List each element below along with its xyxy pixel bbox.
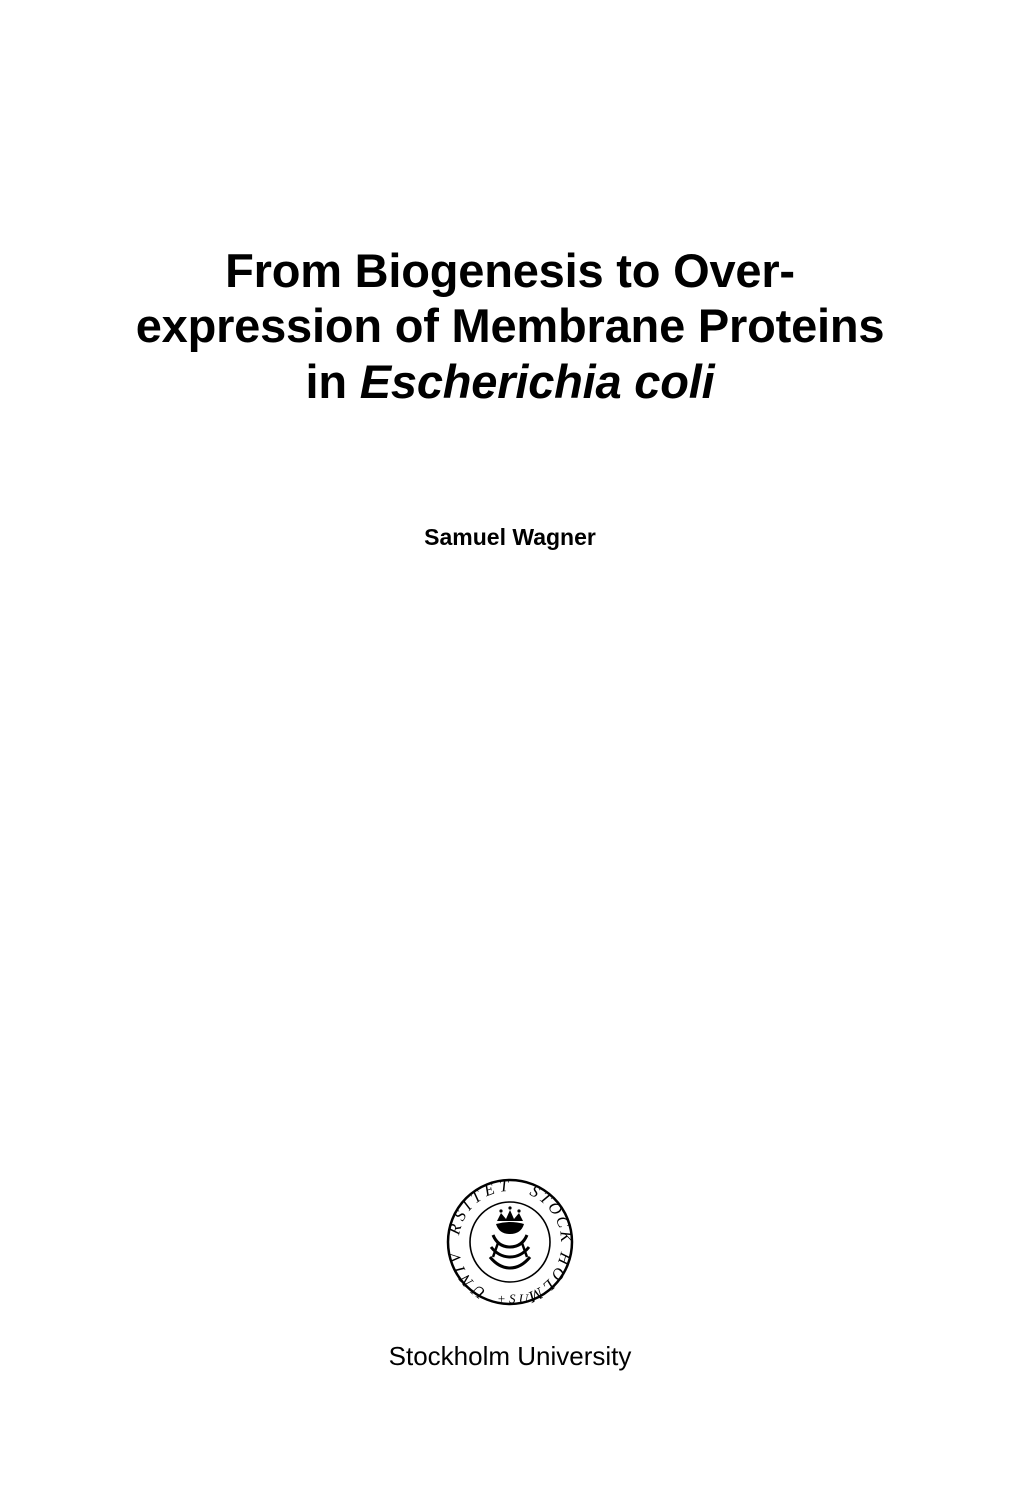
- title-line-3-prefix: in: [306, 355, 360, 408]
- author-block: Samuel Wagner: [0, 524, 1020, 551]
- page-root: From Biogenesis to Over- expression of M…: [0, 0, 1020, 1495]
- university-block: Stockholm University: [0, 1341, 1020, 1372]
- university-name: Stockholm University: [389, 1341, 632, 1371]
- title-line-3-italic: Escherichia coli: [360, 355, 715, 408]
- university-seal-icon: RSITET STOCK HOLM UNIV + S U: [443, 1175, 577, 1314]
- seal-block: RSITET STOCK HOLM UNIV + S U: [0, 1175, 1020, 1314]
- author-name: Samuel Wagner: [424, 524, 596, 550]
- svg-text:+ S U: + S U: [497, 1291, 530, 1306]
- title-line-2: expression of Membrane Proteins: [90, 298, 930, 353]
- title-block: From Biogenesis to Over- expression of M…: [0, 243, 1020, 409]
- title-line-1: From Biogenesis to Over-: [90, 243, 930, 298]
- title-line-3: in Escherichia coli: [90, 354, 930, 409]
